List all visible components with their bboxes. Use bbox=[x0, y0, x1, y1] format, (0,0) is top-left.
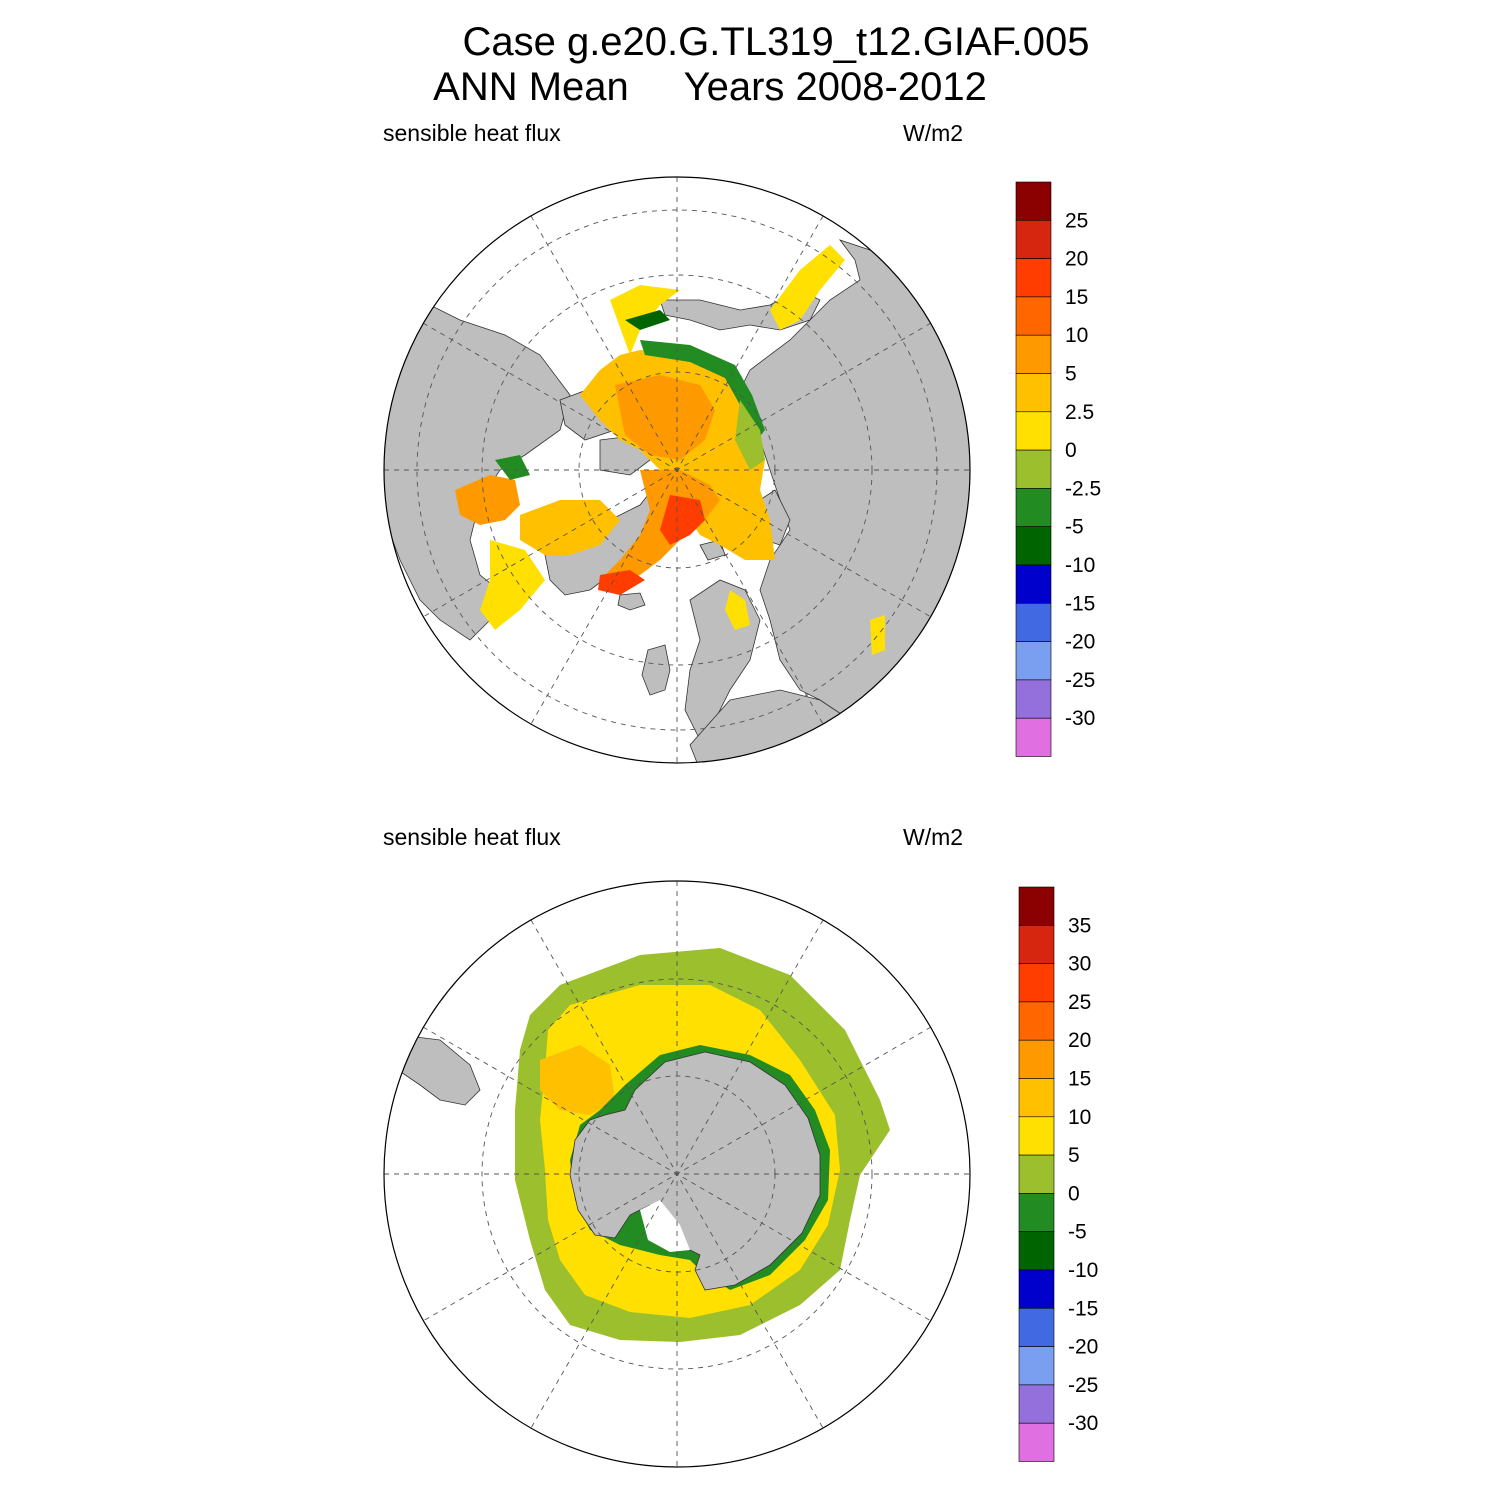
north-colorbar-swatch bbox=[1015, 373, 1052, 413]
south-colorbar-swatch bbox=[1018, 1346, 1055, 1386]
south-colorbar-tick-label: -20 bbox=[1068, 1336, 1098, 1359]
north-colorbar-swatch bbox=[1015, 641, 1052, 681]
south-colorbar-tick-label: 30 bbox=[1068, 953, 1091, 976]
north-colorbar-tick-label: -20 bbox=[1065, 631, 1095, 654]
north-colorbar-swatch bbox=[1015, 334, 1052, 374]
north-panel-variable-label: sensible heat flux bbox=[383, 120, 561, 146]
north-map-border bbox=[383, 176, 971, 764]
south-colorbar-tick-label: -10 bbox=[1068, 1259, 1098, 1282]
north-colorbar-swatch bbox=[1015, 449, 1052, 489]
south-colorbar-swatch bbox=[1018, 1422, 1055, 1462]
south-colorbar-swatch bbox=[1018, 1231, 1055, 1271]
south-america-tip bbox=[397, 1034, 481, 1106]
north-colorbar-swatch bbox=[1015, 679, 1052, 719]
south-colorbar-tick-label: 5 bbox=[1068, 1144, 1080, 1167]
south-colorbar-tick-label: 25 bbox=[1068, 991, 1091, 1014]
north-colorbar-tick-label: -30 bbox=[1065, 707, 1095, 730]
antarctica-land bbox=[569, 1051, 821, 1291]
north-colorbar-tick-label: 25 bbox=[1065, 209, 1088, 232]
south-colorbar-tick-label: -25 bbox=[1068, 1374, 1098, 1397]
north-flux-field bbox=[455, 245, 885, 655]
south-colorbar-swatch bbox=[1018, 1116, 1055, 1156]
north-colorbar-swatch bbox=[1015, 296, 1052, 336]
south-colorbar-tick-label: 15 bbox=[1068, 1068, 1091, 1091]
south-colorbar-swatch bbox=[1018, 1039, 1055, 1079]
north-colorbar-tick-label: 2.5 bbox=[1065, 401, 1094, 424]
north-graticule bbox=[384, 177, 970, 763]
south-colorbar-tick-label: 35 bbox=[1068, 914, 1091, 937]
north-colorbar-swatch bbox=[1015, 411, 1052, 451]
south-colorbar-swatch bbox=[1018, 886, 1055, 926]
south-colorbar: 35 30 25 20 15 10 5 0 -5 -10 -15 -20 -25 -30 bbox=[1018, 886, 1098, 1462]
north-colorbar-swatch bbox=[1015, 258, 1052, 298]
ross-ice-shelf bbox=[640, 1200, 690, 1252]
south-panel-variable-label: sensible heat flux bbox=[383, 824, 561, 850]
south-colorbar-tick-label: -30 bbox=[1068, 1412, 1098, 1435]
plot-title-line-2: ANN Mean Years 2008-2012 bbox=[433, 65, 987, 109]
south-colorbar-swatch bbox=[1018, 1078, 1055, 1118]
south-flux-orange-patch bbox=[540, 1045, 615, 1115]
north-colorbar-tick-label: -10 bbox=[1065, 554, 1095, 577]
south-colorbar-swatch bbox=[1018, 1154, 1055, 1194]
north-colorbar-swatch bbox=[1015, 488, 1052, 527]
north-colorbar-tick-label: 0 bbox=[1065, 439, 1077, 462]
south-polar-map bbox=[383, 880, 971, 1468]
south-colorbar-tick-label: 20 bbox=[1068, 1029, 1091, 1052]
south-colorbar-swatch bbox=[1018, 1269, 1055, 1309]
south-colorbar-swatch bbox=[1018, 1001, 1055, 1041]
north-panel-units-label: W/m2 bbox=[903, 120, 964, 146]
north-colorbar: 25 20 15 10 5 2.5 0 -2.5 -5 -10 -15 -20 -25 -30 bbox=[1015, 181, 1101, 757]
south-colorbar-swatch bbox=[1018, 924, 1055, 964]
south-colorbar-swatch bbox=[1018, 963, 1055, 1003]
south-panel-units-label: W/m2 bbox=[903, 824, 964, 850]
north-colorbar-tick-label: 20 bbox=[1065, 248, 1088, 271]
north-colorbar-swatch bbox=[1015, 717, 1052, 757]
north-colorbar-swatch bbox=[1015, 602, 1052, 642]
south-colorbar-swatch bbox=[1018, 1193, 1055, 1233]
north-colorbar-tick-label: -2.5 bbox=[1065, 477, 1101, 500]
north-colorbar-tick-label: 5 bbox=[1065, 363, 1077, 386]
north-colorbar-swatch bbox=[1015, 220, 1052, 259]
south-colorbar-swatch bbox=[1018, 1384, 1055, 1424]
south-graticule bbox=[384, 881, 970, 1467]
south-colorbar-tick-label: -5 bbox=[1068, 1221, 1087, 1244]
north-polar-map bbox=[383, 176, 971, 764]
south-map-border bbox=[383, 880, 971, 1468]
north-colorbar-tick-label: 15 bbox=[1065, 286, 1088, 309]
south-colorbar-swatch bbox=[1018, 1308, 1055, 1347]
north-colorbar-swatch bbox=[1015, 564, 1052, 604]
north-colorbar-swatch bbox=[1015, 181, 1052, 221]
north-colorbar-tick-label: 10 bbox=[1065, 324, 1088, 347]
north-colorbar-tick-label: -5 bbox=[1065, 516, 1084, 539]
north-colorbar-tick-label: -15 bbox=[1065, 592, 1095, 615]
south-colorbar-tick-label: 0 bbox=[1068, 1182, 1080, 1205]
south-colorbar-tick-label: 10 bbox=[1068, 1106, 1091, 1129]
north-colorbar-swatch bbox=[1015, 526, 1052, 566]
south-colorbar-tick-label: -15 bbox=[1068, 1297, 1098, 1320]
plot-title-line-1: Case g.e20.G.TL319_t12.GIAF.005 bbox=[462, 20, 1090, 64]
north-colorbar-tick-label: -25 bbox=[1065, 669, 1095, 692]
